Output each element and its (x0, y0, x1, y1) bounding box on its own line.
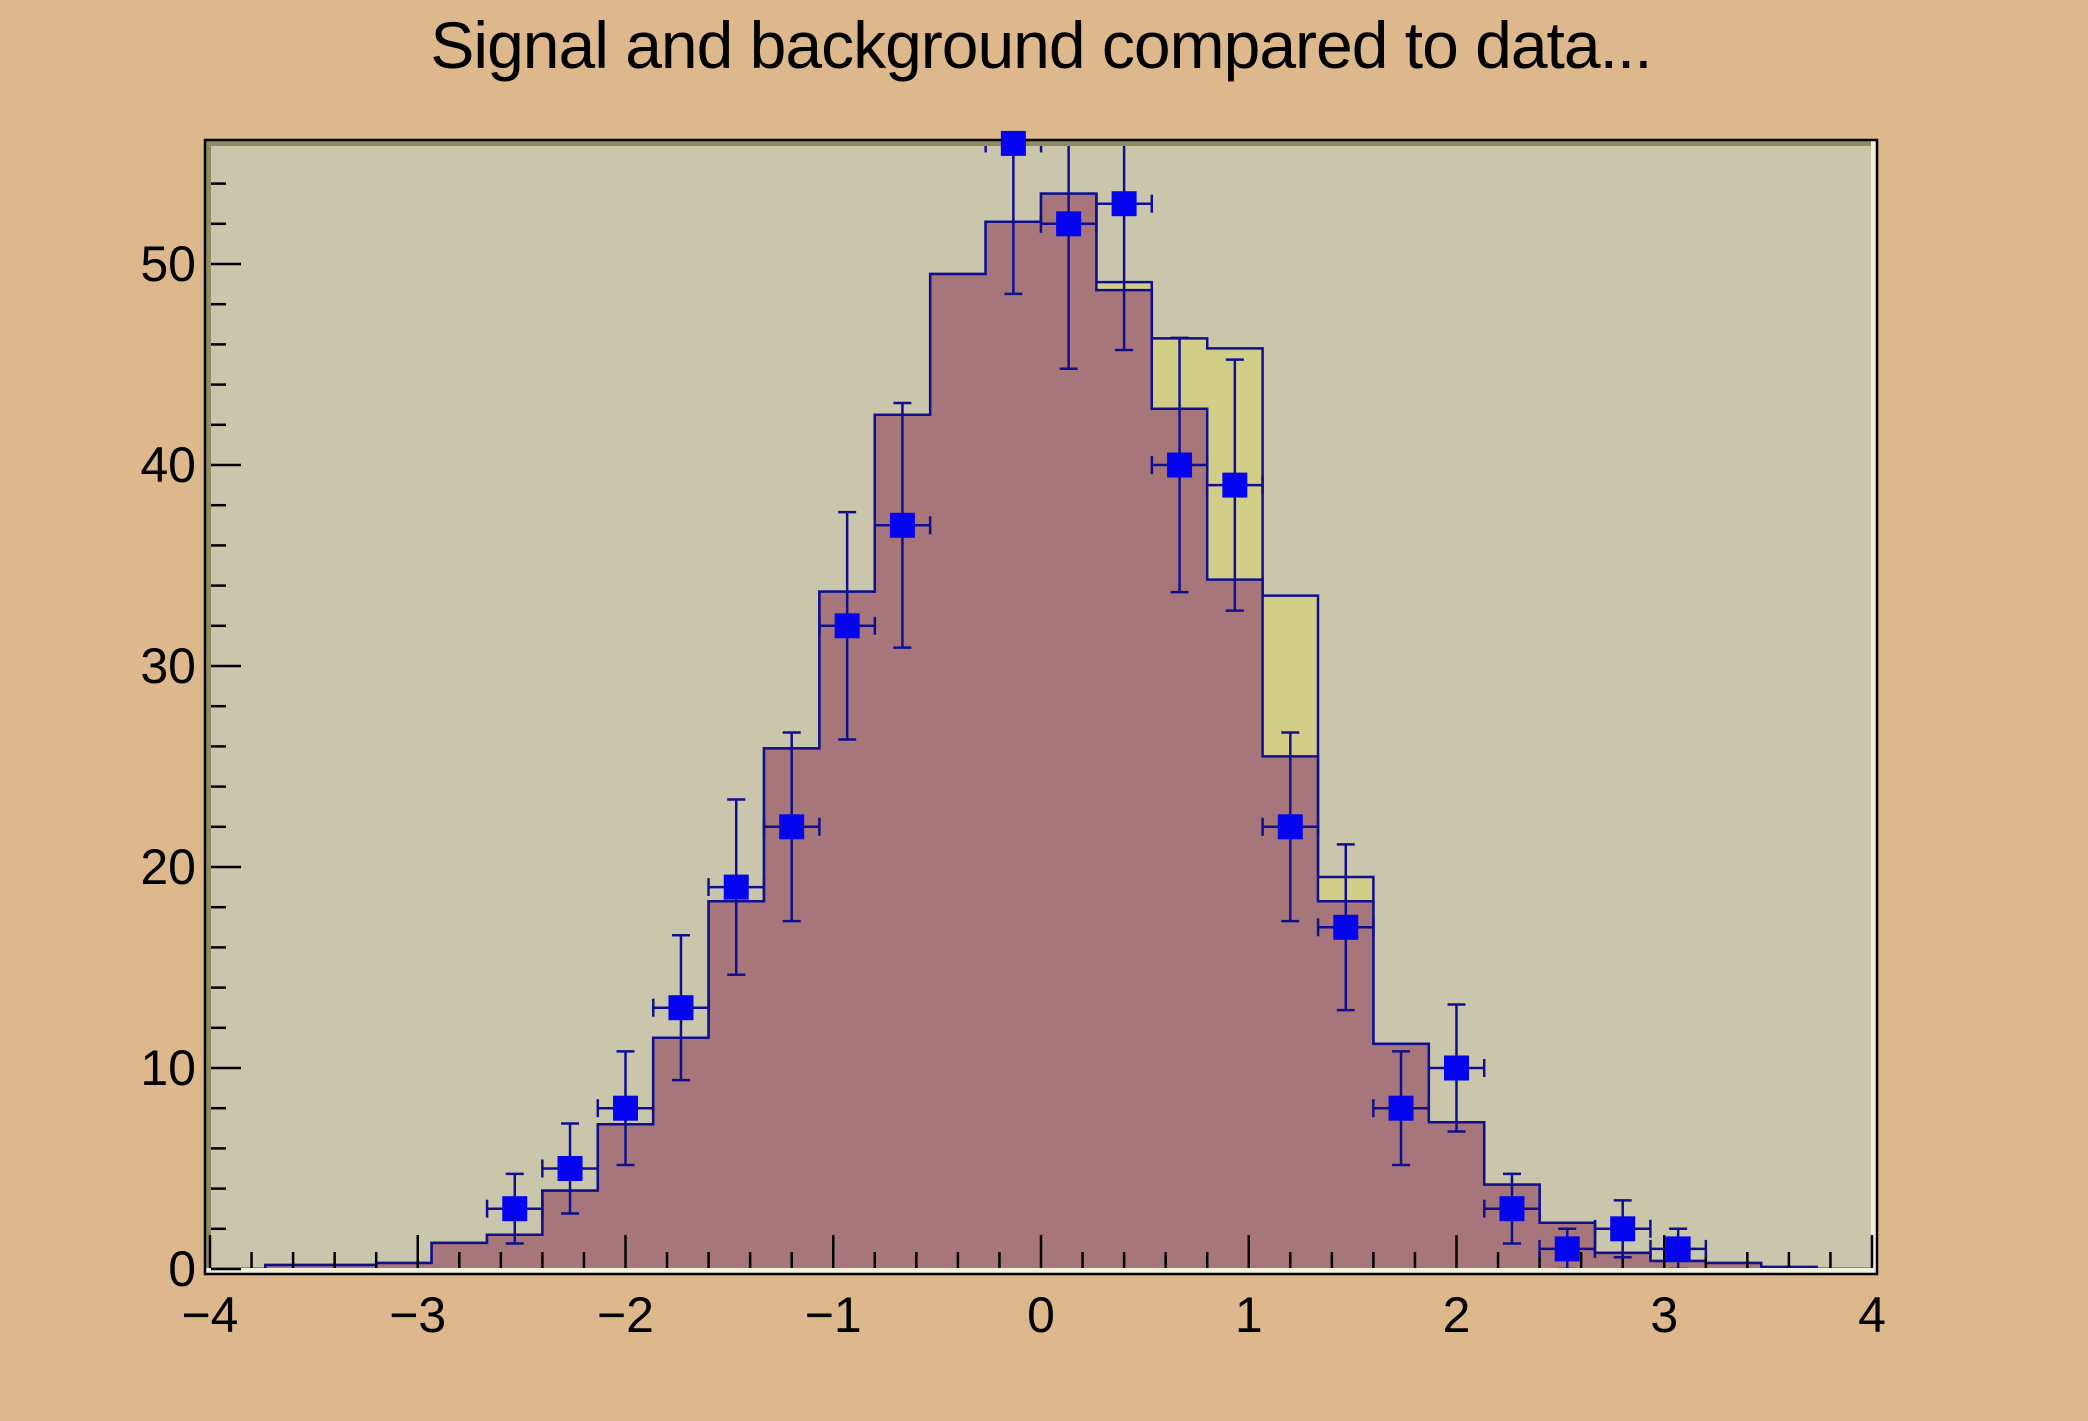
x-axis-label: 3 (1650, 1287, 1678, 1343)
data-point-marker (1277, 814, 1303, 840)
x-axis-label: −4 (181, 1287, 238, 1343)
y-axis-label: 30 (140, 638, 196, 694)
y-axis-label: 10 (140, 1040, 196, 1096)
x-axis-label: 0 (1027, 1287, 1055, 1343)
data-point-marker (1167, 452, 1193, 478)
frame-bevel-bottom (205, 1268, 1877, 1274)
y-axis-label: 50 (140, 236, 196, 292)
data-point-marker (1333, 914, 1359, 940)
data-point-marker (557, 1156, 583, 1181)
frame-bevel-left (205, 140, 211, 1274)
y-axis-label: 20 (140, 839, 196, 895)
data-point-marker (834, 613, 860, 639)
x-axis-label: 2 (1443, 1287, 1471, 1343)
data-point-marker (889, 512, 915, 538)
frame-bevel-right (1871, 140, 1877, 1274)
frame-bevel-top (205, 140, 1877, 146)
data-point-marker (1056, 211, 1082, 237)
x-axis-label: −2 (597, 1287, 654, 1343)
data-point-marker (502, 1196, 528, 1222)
y-axis-label: 0 (168, 1241, 196, 1297)
data-point-marker (1111, 191, 1137, 217)
data-point-marker (1388, 1095, 1414, 1121)
chart-title: Signal and background compared to data..… (430, 8, 1651, 82)
x-axis-label: −3 (389, 1287, 446, 1343)
y-axis-label: 40 (140, 437, 196, 493)
frame-border (203, 138, 1879, 1276)
axis-ticks (208, 182, 1874, 1271)
data-point-marker (1665, 1236, 1691, 1262)
data-error-bars (485, 146, 1708, 1268)
data-point-marker (1499, 1196, 1525, 1222)
data-point-marker (723, 874, 749, 900)
data-point-marker (1444, 1055, 1469, 1081)
data-point-marker (668, 995, 694, 1021)
data-point-marker (1610, 1216, 1636, 1242)
data-point-marker (779, 814, 805, 840)
x-axis-label: −1 (805, 1287, 862, 1343)
x-axis-label: 4 (1858, 1287, 1886, 1343)
x-axis-label: 1 (1235, 1287, 1263, 1343)
data-point-marker (1554, 1236, 1580, 1262)
data-point-marker (613, 1095, 638, 1121)
data-point-marker (1222, 472, 1248, 498)
data-point-marker (1000, 130, 1026, 156)
data-markers (502, 130, 1691, 1262)
